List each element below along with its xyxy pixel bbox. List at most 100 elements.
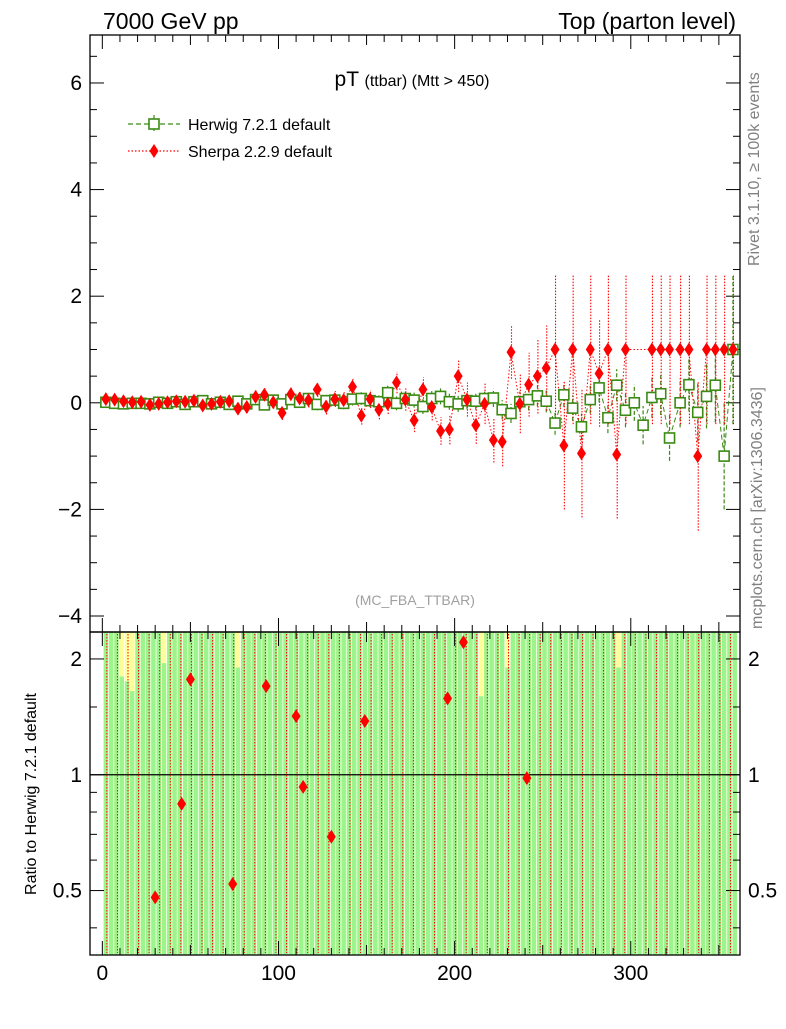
sherpa-marker bbox=[585, 342, 595, 357]
ratio-band-green bbox=[711, 632, 716, 955]
ratio-band-green bbox=[320, 632, 325, 955]
ratio-band-green bbox=[188, 632, 193, 955]
ratio-band-green bbox=[288, 632, 294, 955]
sherpa-marker bbox=[675, 342, 685, 357]
ratio-band-green bbox=[156, 632, 161, 955]
sherpa-marker bbox=[330, 392, 340, 407]
sherpa-marker bbox=[444, 422, 454, 437]
sherpa-marker bbox=[612, 447, 622, 462]
ratio-band-green bbox=[510, 632, 516, 955]
main-ytick-label: 0 bbox=[70, 392, 82, 415]
ratio-band-green bbox=[172, 632, 177, 955]
sherpa-marker bbox=[400, 392, 410, 407]
ratio-ytick-label: 1 bbox=[70, 764, 82, 787]
sherpa-marker bbox=[198, 398, 208, 413]
ratio-band-green bbox=[135, 632, 140, 955]
herwig-marker bbox=[619, 404, 632, 417]
ratio-band-green bbox=[441, 632, 447, 955]
herwig-marker bbox=[709, 379, 722, 392]
ratio-band-green bbox=[225, 632, 230, 955]
sherpa-marker bbox=[136, 394, 146, 409]
sherpa-marker bbox=[576, 446, 586, 461]
ratio-band-green bbox=[214, 632, 220, 955]
sherpa-marker bbox=[409, 413, 419, 428]
sherpa-marker bbox=[207, 396, 217, 411]
ratio-band-green bbox=[130, 691, 135, 955]
sherpa-marker bbox=[656, 342, 666, 357]
ratio-band-green bbox=[558, 632, 563, 955]
ratio-band-green bbox=[256, 632, 262, 955]
sherpa-marker bbox=[374, 402, 384, 417]
ratio-band-green bbox=[679, 632, 685, 955]
ratio-band-green bbox=[373, 632, 378, 955]
sherpa-marker bbox=[541, 361, 551, 376]
ratio-band-green bbox=[663, 632, 669, 955]
ratio-band-green bbox=[119, 676, 124, 955]
ratio-band-green bbox=[452, 632, 457, 955]
sherpa-marker bbox=[163, 395, 173, 410]
ratio-band-green bbox=[103, 632, 109, 955]
sherpa-marker bbox=[101, 392, 111, 407]
sherpa-marker bbox=[321, 399, 331, 414]
ratio-band-green bbox=[251, 632, 257, 955]
sherpa-marker bbox=[347, 379, 357, 394]
sherpa-marker bbox=[286, 387, 296, 402]
sherpa-marker bbox=[427, 400, 437, 415]
data-layer bbox=[100, 274, 739, 953]
sherpa-marker bbox=[145, 397, 155, 412]
ratio-band-green bbox=[505, 667, 510, 955]
ratio-band-green bbox=[457, 632, 463, 955]
ratio-band-green bbox=[563, 632, 568, 955]
ratio-band-green bbox=[494, 632, 500, 955]
sherpa-marker bbox=[471, 418, 481, 433]
ratio-band-green bbox=[145, 632, 151, 955]
ratio-band-green bbox=[140, 632, 146, 955]
ratio-band-green bbox=[378, 632, 383, 955]
herwig-marker bbox=[683, 378, 695, 391]
ratio-band-green bbox=[716, 632, 722, 955]
sherpa-marker bbox=[149, 144, 159, 158]
sherpa-marker bbox=[462, 392, 472, 407]
sherpa-marker bbox=[418, 382, 428, 397]
herwig-marker bbox=[700, 390, 713, 403]
sherpa-marker bbox=[268, 395, 278, 410]
ratio-band-green bbox=[182, 632, 188, 955]
legend: Herwig 7.2.1 default Sherpa 2.2.9 default bbox=[128, 115, 333, 161]
ratio-band-green bbox=[484, 632, 489, 955]
ratio-band-green bbox=[589, 632, 595, 955]
ratio-band-green bbox=[515, 632, 521, 955]
ratio-band-green bbox=[357, 632, 362, 955]
herwig-marker bbox=[593, 382, 605, 394]
ratio-band-green bbox=[151, 632, 156, 955]
analysis-label: (MC_FBA_TTBAR) bbox=[355, 592, 475, 608]
ratio-band-green bbox=[521, 632, 526, 955]
ratio-band-green bbox=[114, 632, 119, 955]
legend-sherpa-label: Sherpa 2.2.9 default bbox=[188, 144, 333, 161]
herwig-marker bbox=[602, 411, 614, 424]
ratio-band-green bbox=[283, 632, 288, 955]
herwig-marker bbox=[718, 450, 730, 462]
sherpa-marker bbox=[392, 375, 402, 390]
sherpa-marker bbox=[524, 377, 534, 392]
sherpa-marker bbox=[550, 342, 560, 357]
sherpa-marker bbox=[506, 345, 516, 360]
ratio-band-green bbox=[684, 632, 690, 955]
ratio-xtick-label: 0 bbox=[96, 962, 108, 985]
sherpa-marker bbox=[693, 449, 703, 464]
sherpa-marker bbox=[356, 408, 366, 423]
herwig-marker bbox=[558, 388, 570, 401]
sherpa-marker bbox=[480, 396, 490, 411]
sherpa-marker bbox=[568, 342, 578, 357]
ratio-band-green bbox=[219, 632, 225, 955]
ratio-band-green bbox=[579, 632, 584, 955]
ratio-band-green bbox=[526, 632, 531, 955]
sherpa-marker bbox=[189, 393, 199, 408]
main-ytick-label: 6 bbox=[70, 72, 82, 95]
ratio-band-green bbox=[690, 632, 695, 955]
sherpa-marker bbox=[647, 342, 657, 357]
ratio-band-green bbox=[616, 667, 621, 955]
ratio-plot-frame bbox=[89, 631, 741, 956]
ratio-band-green bbox=[600, 632, 605, 955]
ratio-band-green bbox=[531, 632, 537, 955]
